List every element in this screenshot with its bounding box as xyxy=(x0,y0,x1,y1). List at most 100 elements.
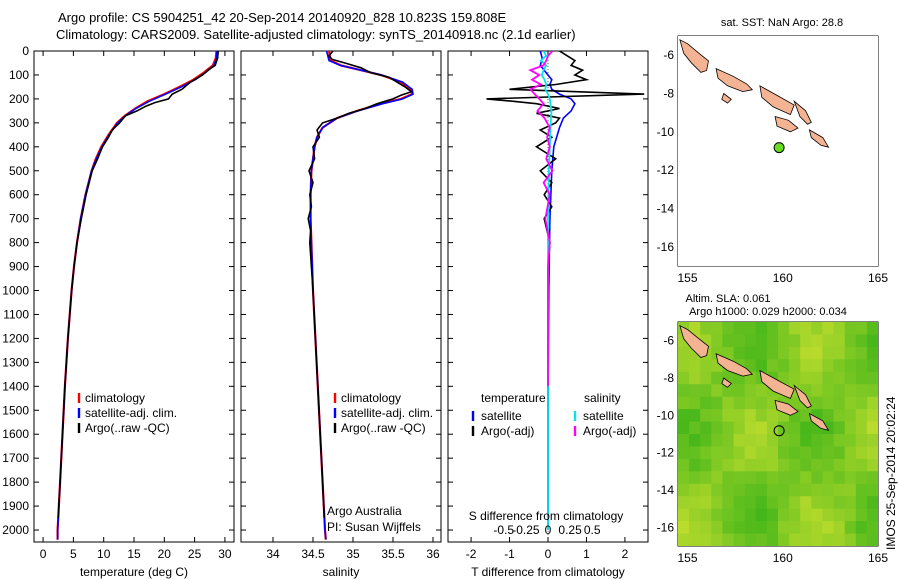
sla-heatmap-cell xyxy=(855,334,868,348)
sla-heatmap-cell xyxy=(778,371,790,385)
sla-heatmap-cell xyxy=(689,458,701,472)
sla-heatmap-cell xyxy=(822,434,835,447)
depth-tick-label: 1400 xyxy=(2,379,29,393)
sla-heatmap-cell xyxy=(689,371,701,385)
salinity-xlabel: salinity xyxy=(323,565,360,579)
sla-heatmap-cell xyxy=(700,471,712,485)
sla-heatmap-cell xyxy=(800,533,812,546)
sla-heatmap-cell xyxy=(855,508,868,522)
sla-heatmap-cell xyxy=(700,434,712,447)
difference-line-0 xyxy=(539,51,576,530)
island-shape xyxy=(808,129,830,148)
sla-heatmap-cell xyxy=(811,471,823,485)
sst-map-xtick-label: 155 xyxy=(678,271,698,285)
sla-heatmap-cell xyxy=(789,334,801,348)
sla-heatmap-cell xyxy=(689,446,701,460)
sla-heatmap-cell xyxy=(722,508,735,522)
depth-tick-label: 1800 xyxy=(2,475,29,489)
sla-heatmap-cell xyxy=(822,322,835,335)
sla-heatmap-cell xyxy=(844,384,857,398)
sla-heatmap-cell xyxy=(755,521,768,535)
sla-heatmap-cell xyxy=(733,458,746,472)
sla-heatmap-cell xyxy=(855,458,868,472)
sla-heatmap-cell xyxy=(689,533,701,546)
sla-heatmap-cell xyxy=(778,471,790,485)
depth-tick-label: 1900 xyxy=(2,499,29,513)
sla-heatmap-cell xyxy=(833,334,846,348)
sla-map-content xyxy=(678,322,878,546)
sla-heatmap-cell xyxy=(755,421,768,435)
sla-heatmap-cell xyxy=(722,471,735,485)
sla-heatmap-cell xyxy=(789,496,801,510)
sla-map-title-line2: Argo h1000: 0.029 h2000: 0.034 xyxy=(689,306,847,318)
depth-tick-label: 700 xyxy=(9,212,29,226)
sla-heatmap-cell xyxy=(722,396,735,410)
sst-map-xtick-label: 165 xyxy=(868,271,888,285)
sla-map-ytick-label: -6 xyxy=(663,334,674,348)
sla-heatmap-cell xyxy=(811,384,823,398)
sla-heatmap-cell xyxy=(833,359,846,373)
sla-heatmap-cell xyxy=(766,508,779,522)
sla-heatmap-cell xyxy=(755,446,768,460)
sla-heatmap-cell xyxy=(711,371,723,385)
sla-heatmap-cell xyxy=(711,434,723,447)
sla-heatmap-cell xyxy=(755,434,768,447)
sla-heatmap-cell xyxy=(855,322,868,335)
sla-heatmap-cell xyxy=(811,396,823,410)
sla-heatmap-cell xyxy=(711,483,723,497)
sla-heatmap-cell xyxy=(744,533,757,546)
sla-heatmap-cell xyxy=(755,409,768,423)
sla-heatmap-cell xyxy=(800,521,812,535)
sla-heatmap-cell xyxy=(689,483,701,497)
sla-heatmap-cell xyxy=(766,409,779,423)
sla-heatmap-cell xyxy=(789,434,801,447)
depth-tick-label: 800 xyxy=(9,236,29,250)
sla-heatmap-cell xyxy=(722,496,735,510)
sla-heatmap-cell xyxy=(678,446,690,460)
sla-heatmap-cell xyxy=(789,384,801,398)
timestamp-side-label: IMOS 25-Sep-2014 20:02:24 xyxy=(884,396,898,550)
sla-heatmap-cell xyxy=(811,508,823,522)
annotation-line2: PI: Susan Wijffels xyxy=(327,520,421,534)
sla-heatmap-cell xyxy=(778,446,790,460)
salinity-diff-tick-label: 0 xyxy=(545,523,552,537)
sla-heatmap-cell xyxy=(800,359,812,373)
sla-map-ytick-label: -8 xyxy=(663,371,674,385)
sla-heatmap-cell xyxy=(833,458,846,472)
sla-heatmap-cell xyxy=(744,409,757,423)
sla-heatmap-cell xyxy=(766,334,779,348)
sla-heatmap-cell xyxy=(789,483,801,497)
sla-heatmap-cell xyxy=(678,396,690,410)
sla-heatmap-cell xyxy=(733,533,746,546)
sla-heatmap-cell xyxy=(722,446,735,460)
sla-heatmap-cell xyxy=(800,483,812,497)
argo-float-marker xyxy=(773,142,785,154)
diff-legend-label: Argo(-adj) xyxy=(583,424,636,438)
salinity-xtick-label: 34 xyxy=(266,547,280,561)
sla-heatmap-cell xyxy=(866,396,878,410)
sla-heatmap-cell xyxy=(833,322,846,335)
sla-heatmap-cell xyxy=(700,458,712,472)
sla-heatmap-cell xyxy=(678,346,690,360)
sla-heatmap-cell xyxy=(844,371,857,385)
sla-heatmap-cell xyxy=(778,346,790,360)
sla-heatmap-cell xyxy=(844,521,857,535)
sst-map-ytick-label: -14 xyxy=(657,202,675,216)
sla-heatmap-cell xyxy=(689,508,701,522)
island-shape xyxy=(679,324,709,358)
sla-heatmap-cell xyxy=(800,322,812,335)
sst-map-ytick-label: -8 xyxy=(663,87,674,101)
temperature-xlabel: temperature (deg C) xyxy=(80,565,188,579)
sla-heatmap-cell xyxy=(844,483,857,497)
salinity-panel-frame xyxy=(240,50,442,543)
sla-heatmap-cell xyxy=(855,471,868,485)
sla-heatmap-cell xyxy=(755,359,768,373)
sla-heatmap-cell xyxy=(711,421,723,435)
sla-heatmap-cell xyxy=(689,346,701,360)
sla-heatmap-cell xyxy=(744,521,757,535)
sla-heatmap-cell xyxy=(755,508,768,522)
sla-heatmap-cell xyxy=(755,346,768,360)
depth-tick-label: 400 xyxy=(9,140,29,154)
salinity-legend-label: climatology xyxy=(341,391,401,405)
salinity-diff-axis-label: S difference from climatology xyxy=(469,509,624,523)
